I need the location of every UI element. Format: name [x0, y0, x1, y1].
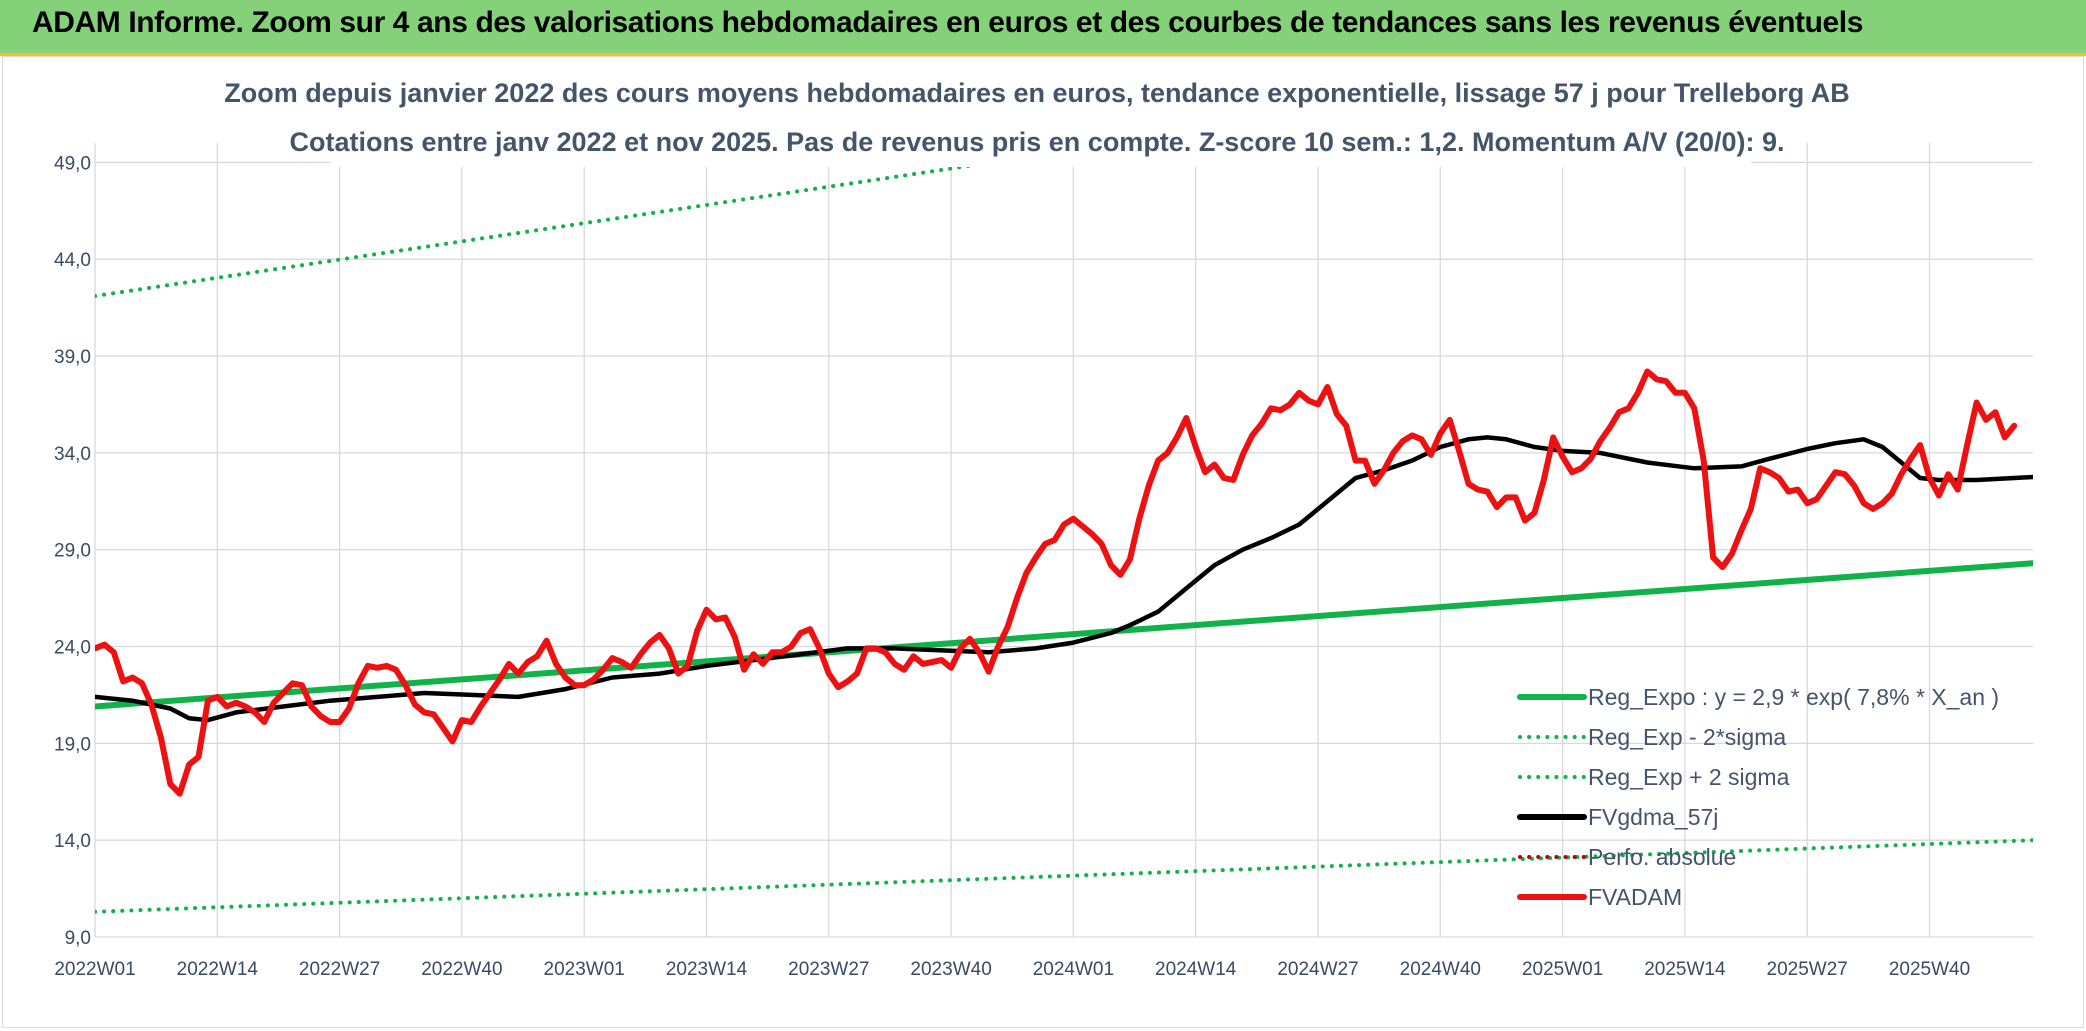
x-tick-label: 2024W40	[1400, 959, 1481, 980]
x-tick-label: 2025W40	[1889, 959, 1970, 980]
x-tick-label: 2025W14	[1644, 959, 1726, 980]
y-tick-label: 19,0	[54, 734, 91, 755]
series-line-5	[95, 368, 2018, 797]
x-tick-label: 2023W01	[544, 959, 625, 980]
x-tick-label: 2022W27	[299, 959, 380, 980]
series-line-3	[95, 435, 2033, 723]
y-tick-label: 34,0	[54, 444, 91, 465]
legend-label: FVgdma_57j	[1588, 804, 1718, 830]
chart-legend: Reg_Expo : y = 2,9 * exp( 7,8% * X_an ) R…	[1517, 684, 1999, 910]
y-tick-label: 29,0	[54, 541, 91, 562]
report-title: ADAM Informe. Zoom sur 4 ans des valoris…	[32, 6, 1864, 39]
series-layer	[95, 129, 2033, 914]
x-tick-label: 2024W01	[1033, 959, 1114, 980]
x-tick-label: 2025W01	[1522, 959, 1603, 980]
chart-grid	[94, 143, 2033, 938]
x-tick-label: 2024W27	[1277, 959, 1358, 980]
report-banner: ADAM Informe. Zoom sur 4 ans des valoris…	[0, 0, 2086, 56]
x-tick-label: 2023W40	[910, 959, 991, 980]
chart-title: Zoom depuis janvier 2022 des cours moyen…	[224, 78, 1850, 108]
x-tick-label: 2024W14	[1155, 959, 1237, 980]
legend-label: Reg_Exp + 2 sigma	[1588, 764, 1790, 790]
series-line-1	[95, 838, 2033, 914]
x-tick-label: 2022W01	[54, 959, 135, 980]
title-background	[331, 67, 1751, 167]
legend-label: Reg_Exp - 2*sigma	[1588, 724, 1786, 750]
x-tick-label: 2023W27	[788, 959, 869, 980]
chart-subtitle: Cotations entre janv 2022 et nov 2025. P…	[289, 127, 1784, 157]
axis-layer: 9,0 14,0 19,0 24,0 29,0 34,0 39,0 44,0 49,0 2022W…	[54, 153, 1970, 980]
x-tick-label: 2023W14	[666, 959, 748, 980]
y-tick-label: 49,0	[54, 153, 91, 174]
y-tick-label: 14,0	[54, 831, 91, 852]
chart-frame: 9,0 14,0 19,0 24,0 29,0 34,0 39,0 44,0 49,0 2022W…	[2, 56, 2084, 1028]
legend-label: FVADAM	[1588, 884, 1682, 910]
series-line-2	[95, 129, 1231, 298]
trend-chart: 9,0 14,0 19,0 24,0 29,0 34,0 39,0 44,0 49,0 2022W…	[54, 67, 2033, 980]
y-tick-label: 39,0	[54, 347, 91, 368]
legend-label: Perfo. absolue	[1588, 844, 1736, 870]
x-tick-label: 2022W40	[421, 959, 502, 980]
y-tick-label: 9,0	[65, 928, 91, 949]
y-tick-label: 44,0	[54, 250, 91, 271]
legend-label: Reg_Expo : y = 2,9 * exp( 7,8% * X_an )	[1588, 684, 1999, 710]
x-tick-label: 2022W14	[177, 959, 259, 980]
series-line-0	[95, 560, 2033, 710]
x-tick-label: 2025W27	[1767, 959, 1848, 980]
title-layer: Zoom depuis janvier 2022 des cours moyen…	[224, 67, 1850, 167]
y-tick-label: 24,0	[54, 638, 91, 659]
